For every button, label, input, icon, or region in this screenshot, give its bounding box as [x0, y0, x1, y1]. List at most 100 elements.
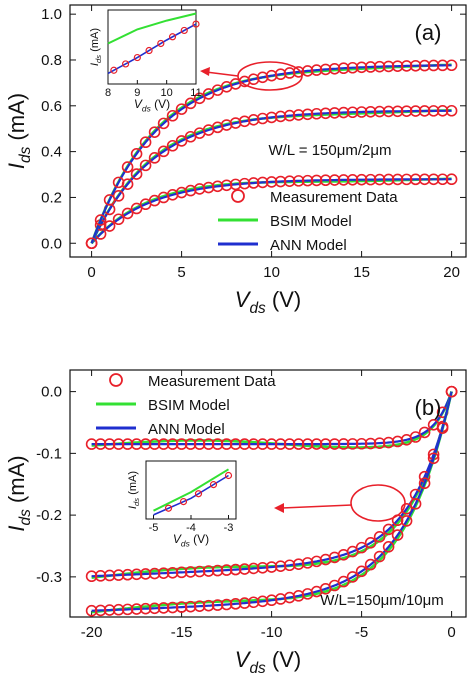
highlight — [200, 61, 303, 91]
measurement-point — [400, 502, 413, 515]
x-axis-label-sub: ds — [249, 300, 266, 317]
measurement-point — [382, 436, 395, 449]
measurement-point — [94, 214, 107, 226]
x-tick-label: 0 — [447, 624, 455, 641]
measurement-point — [346, 173, 359, 186]
x-axis-label-unit: (V) — [266, 287, 301, 312]
measurement-point — [166, 438, 179, 450]
measurement-point — [148, 567, 161, 580]
measurement-point — [148, 152, 161, 164]
inset-y-label-main: I — [127, 506, 139, 509]
measurement-point — [256, 595, 269, 608]
measurement-point — [220, 179, 233, 192]
measurement-point — [175, 438, 188, 450]
measurement-point — [166, 109, 179, 122]
arrow-head — [200, 67, 210, 76]
inset-y-label: Ids (mA) — [127, 471, 141, 509]
x-axis-label-unit: (V) — [266, 647, 301, 672]
measurement-point — [139, 602, 152, 615]
measurement-point — [445, 173, 458, 186]
y-axis-label-unit: (mA) — [4, 93, 29, 147]
x-tick-label: -20 — [81, 624, 103, 641]
measurement-point — [355, 106, 368, 118]
y-tick-label: -0.2 — [36, 507, 62, 524]
x-tick-label: -15 — [171, 624, 193, 641]
measurement-point — [274, 560, 287, 573]
legend: Measurement Data BSIM Model ANN Model — [218, 189, 398, 254]
measurement-point — [121, 438, 134, 450]
measurement-point — [373, 60, 386, 73]
measurement-point — [112, 213, 125, 226]
y-axis-label-sub: ds — [17, 146, 34, 163]
measurement-point — [229, 563, 242, 576]
measurement-point — [364, 173, 377, 186]
measurement-point — [139, 136, 152, 149]
measurement-point — [103, 604, 116, 616]
inset-measurement-point — [133, 53, 141, 62]
measurement-point — [175, 566, 188, 579]
measurement-point — [283, 67, 296, 79]
measurement-point — [157, 602, 170, 614]
measurement-point — [265, 111, 278, 124]
measurement-point — [274, 438, 287, 450]
x-tick-label: 20 — [443, 264, 460, 281]
measurement-point — [418, 477, 431, 490]
measurement-point — [337, 106, 350, 119]
measurement-point — [328, 174, 341, 186]
measurement-point — [436, 173, 449, 186]
y-axis-label-sub: ds — [17, 509, 34, 526]
measurement-point — [220, 564, 233, 576]
measurement-point — [319, 174, 332, 187]
measurement-point — [247, 177, 260, 189]
measurement-point — [184, 566, 197, 578]
legend: Measurement Data BSIM Model ANN Model — [96, 373, 276, 438]
measurement-point — [274, 68, 287, 81]
measurement-point — [148, 438, 161, 450]
measurement-point — [364, 558, 377, 571]
measurement-point — [328, 62, 341, 75]
wl-annotation: W/L=150μm/10μm — [320, 592, 444, 609]
inset-measurement-point — [224, 471, 233, 480]
measurement-point — [220, 438, 233, 450]
x-axis-label-main: V — [235, 287, 252, 312]
inset-measurement-point — [180, 26, 188, 35]
inset-x-label-sub: ds — [142, 103, 152, 113]
legend-label: Measurement Data — [270, 189, 398, 206]
x-axis-label: Vds (V) — [235, 647, 301, 677]
measurement-point — [400, 515, 413, 527]
measurement-point — [319, 63, 332, 76]
inset-bsim-curve — [153, 468, 230, 512]
measurement-point — [130, 168, 143, 180]
measurement-point — [85, 604, 98, 617]
measurement-point — [391, 105, 404, 118]
measurement-point — [418, 105, 431, 117]
y-tick-label: -0.3 — [36, 569, 62, 586]
measurement-point — [337, 438, 350, 450]
measurement-point — [391, 529, 404, 541]
inset-x-label-main: V — [134, 97, 143, 111]
measurement-point — [94, 570, 107, 582]
y-axis-label: Ids (mA) — [4, 455, 34, 531]
measurement-point — [157, 438, 170, 450]
legend-label: BSIM Model — [148, 397, 230, 414]
measurement-point — [409, 105, 422, 117]
measurement-point — [175, 601, 188, 613]
measurement-point — [211, 180, 224, 193]
y-tick-label: -0.1 — [36, 445, 62, 462]
measurement-point — [202, 181, 215, 194]
measurement-point — [337, 174, 350, 186]
measurement-point — [319, 438, 332, 450]
arrow-line — [205, 71, 239, 77]
measurement-point — [382, 173, 395, 186]
legend-label: BSIM Model — [270, 213, 352, 230]
measurement-point — [445, 385, 458, 398]
measurement-point — [202, 438, 215, 450]
y-tick-label: 0.0 — [41, 235, 62, 252]
y-tick-label: 1.0 — [41, 6, 62, 23]
measurement-point — [355, 565, 368, 578]
y-tick-label: 0.8 — [41, 52, 62, 69]
measurement-point — [292, 109, 305, 121]
measurement-point — [166, 566, 179, 579]
measurement-point — [238, 438, 251, 450]
measurement-point — [283, 175, 296, 187]
